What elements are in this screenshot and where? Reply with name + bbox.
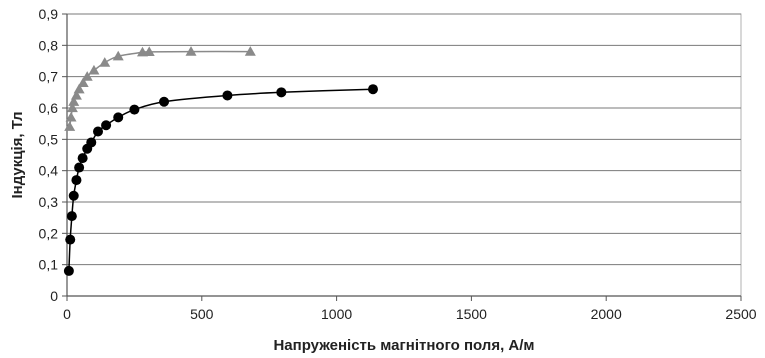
- y-tick-label: 0,6: [39, 100, 59, 116]
- triangle-marker: [68, 96, 80, 106]
- plot-area: [66, 13, 742, 297]
- x-axis-title: Напруженість магнітного поля, А/м: [273, 337, 534, 354]
- y-tick-label: 0,1: [39, 257, 59, 273]
- series-1: [63, 84, 378, 276]
- data-series: [63, 46, 378, 276]
- triangle-marker: [88, 64, 100, 75]
- circle-marker: [113, 112, 124, 123]
- y-axis-title: Індукція, Тл: [9, 111, 26, 198]
- y-tick-label: 0,9: [39, 6, 59, 22]
- grid-lines: [67, 13, 741, 266]
- triangle-marker: [73, 83, 85, 94]
- y-tick-label: 0,3: [39, 194, 59, 210]
- triangle-marker: [66, 102, 78, 113]
- circle-marker: [66, 211, 77, 222]
- x-tick-label: 1500: [456, 306, 487, 322]
- axes: [62, 13, 742, 301]
- triangle-marker: [112, 50, 124, 61]
- circle-marker: [71, 175, 82, 186]
- circle-marker: [93, 126, 104, 137]
- x-tick-label: 0: [63, 306, 71, 322]
- triangle-marker: [65, 111, 77, 122]
- circle-marker: [74, 162, 85, 173]
- x-tick-label: 500: [190, 306, 214, 322]
- triangle-marker: [99, 57, 111, 67]
- circle-marker: [276, 87, 287, 98]
- x-tick-label: 1000: [321, 306, 352, 322]
- x-tick-label: 2000: [591, 306, 622, 322]
- circle-marker: [86, 137, 97, 148]
- triangle-marker: [143, 46, 155, 57]
- y-tick-label: 0: [50, 288, 58, 304]
- triangle-marker: [77, 77, 89, 88]
- circle-marker: [129, 104, 140, 115]
- y-tick-label: 0,5: [39, 131, 59, 147]
- circle-marker: [68, 190, 79, 201]
- tick-labels: 0 0,1 0,2 0,3 0,4 0,5 0,6 0,7 0,8 0,9 0 500 1000 1500…: [39, 6, 757, 322]
- x-tick-label: 2500: [725, 306, 756, 322]
- y-tick-label: 0,2: [39, 225, 59, 241]
- y-tick-label: 0,7: [39, 69, 59, 85]
- y-tick-label: 0,4: [39, 163, 59, 179]
- triangle-marker: [81, 71, 93, 81]
- circle-marker: [159, 96, 170, 107]
- triangle-marker: [185, 46, 197, 56]
- circle-marker: [222, 90, 233, 101]
- y-tick-label: 0,8: [39, 37, 59, 53]
- triangle-marker: [70, 89, 82, 100]
- circle-marker: [65, 234, 76, 245]
- series-0: [64, 46, 256, 131]
- triangle-marker: [64, 121, 76, 131]
- circle-marker: [101, 120, 112, 131]
- circle-marker: [367, 84, 378, 95]
- circle-marker: [77, 153, 88, 164]
- triangle-marker: [244, 46, 256, 56]
- circle-marker: [63, 265, 74, 276]
